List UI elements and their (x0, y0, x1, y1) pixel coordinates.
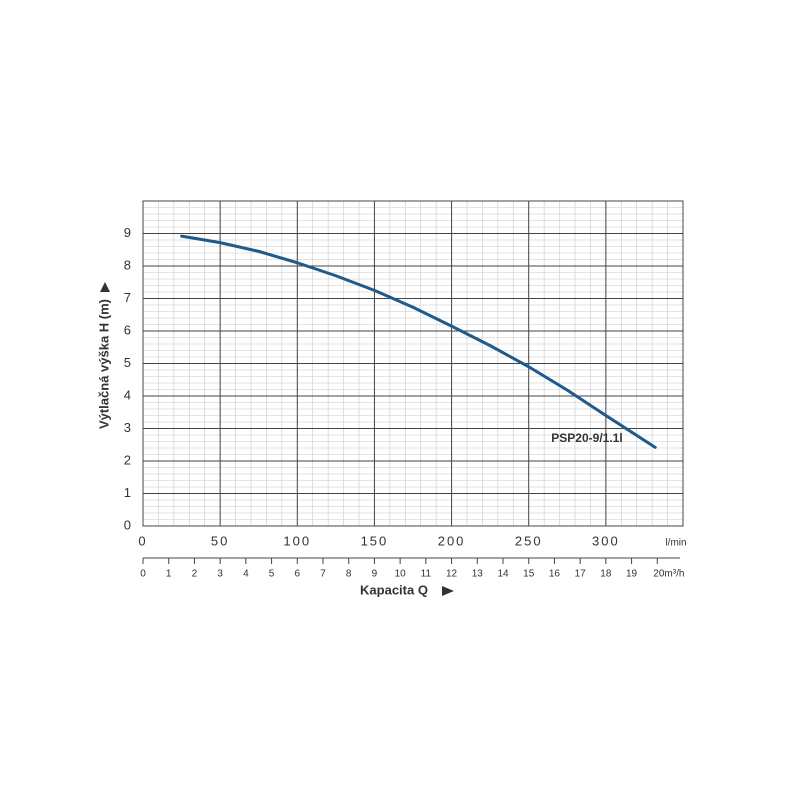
x2-tick-label: 5 (269, 569, 275, 580)
y-tick-label: 5 (124, 355, 131, 370)
plot-frame (142, 200, 684, 527)
x-unit: l/min (665, 538, 686, 549)
y-tick-label: 4 (124, 387, 131, 402)
y-tick-label: 0 (124, 517, 131, 532)
x2-tick-label: 15 (523, 569, 535, 580)
y-axis-title: Výtlačná výška H (m) (96, 299, 111, 429)
x2-tick-label: 6 (295, 569, 301, 580)
x2-tick-label: 8 (346, 569, 352, 580)
x2-tick-label: 1 (166, 569, 172, 580)
y-tick-label: 9 (124, 225, 131, 240)
x2-tick-label: 11 (421, 569, 432, 580)
x2-tick-label: 0 (140, 569, 146, 580)
y-tick-label: 7 (124, 290, 131, 305)
grid (142, 200, 684, 527)
x-tick-label: 50 (211, 533, 229, 548)
y-tick-label: 3 (124, 420, 131, 435)
x-tick-label: 150 (361, 533, 389, 548)
x-tick-label: 250 (515, 533, 543, 548)
x2-tick-label: 20m³/h (653, 569, 684, 580)
x-tick-label: 100 (283, 533, 311, 548)
x-arrow (442, 586, 454, 596)
x-tick-label: 200 (438, 533, 466, 548)
curve (180, 234, 657, 449)
x2-tick-label: 18 (600, 569, 612, 580)
x2-tick-label: 14 (497, 569, 509, 580)
y-tick-label: 6 (124, 322, 131, 337)
y-tick-label: 8 (124, 257, 131, 272)
x2-tick-label: 19 (626, 569, 638, 580)
y-tick-label: 2 (124, 452, 131, 467)
series-label: PSP20-9/1.1l (551, 431, 622, 445)
x2-tick-label: 12 (446, 569, 458, 580)
x2-tick-label: 10 (395, 569, 407, 580)
y-arrow (100, 282, 110, 292)
x2-tick-label: 16 (549, 569, 561, 580)
x2-tick-label: 9 (372, 569, 378, 580)
x2-tick-label: 7 (320, 569, 326, 580)
y-tick-label: 1 (124, 485, 131, 500)
x-axis-title: Kapacita Q (360, 582, 428, 597)
x-tick-label: 300 (592, 533, 620, 548)
x2-tick-label: 3 (217, 569, 223, 580)
x2-tick-label: 13 (472, 569, 484, 580)
x2-tick-label: 17 (575, 569, 587, 580)
x2-tick-label: 2 (192, 569, 198, 580)
x-tick-label: 0 (138, 533, 147, 548)
x2-tick-label: 4 (243, 569, 249, 580)
